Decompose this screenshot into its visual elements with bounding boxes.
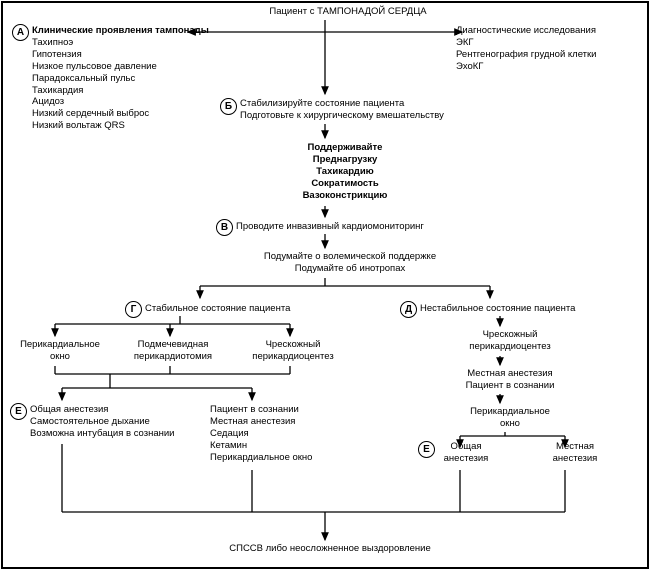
node-maintain: ПоддерживайтеПреднагрузкуТахикардиюСокра… bbox=[270, 142, 420, 201]
node-sub_xiphoid: Подмечевиднаяперикардиотомия bbox=[123, 339, 223, 363]
marker-G_marker: Г bbox=[125, 301, 142, 318]
node-peri_window2: Перикардиальноеокно bbox=[455, 406, 565, 430]
marker-E_marker: Е bbox=[10, 403, 27, 420]
marker-B_marker: Б bbox=[220, 98, 237, 115]
node-A: Клинические проявления тампонады bbox=[32, 25, 232, 37]
node-peri_window: Перикардиальноеокно bbox=[15, 339, 105, 363]
marker-E2_marker: Е bbox=[418, 441, 435, 458]
node-D: Нестабильное состояние пациента bbox=[420, 303, 600, 315]
node-local_an: Местная анестезияПациент в сознании bbox=[455, 368, 565, 392]
node-title: Пациент с ТАМПОНАДОЙ СЕРДЦА bbox=[248, 6, 448, 18]
node-percut: Чрескожныйперикардиоцентез bbox=[243, 339, 343, 363]
node-percut2: Чрескожныйперикардиоцентез bbox=[455, 329, 565, 353]
node-gen_an2: Общаяанестезия bbox=[436, 441, 496, 465]
node-local_an2: Местнаяанестезия bbox=[545, 441, 605, 465]
marker-A_marker: А bbox=[12, 24, 29, 41]
marker-D_marker: Д bbox=[400, 301, 417, 318]
node-outcome: СПССВ либо неосложненное выздоровление bbox=[205, 543, 455, 555]
node-diag: Диагностические исследованияЭКГРентгеног… bbox=[456, 25, 636, 73]
node-G: Стабильное состояние пациента bbox=[145, 303, 315, 315]
marker-V_marker: В bbox=[216, 219, 233, 236]
node-conscious: Пациент в сознанииМестная анестезияСедац… bbox=[210, 404, 330, 463]
node-B: Стабилизируйте состояние пациентаПодгото… bbox=[240, 98, 470, 122]
node-E_list: Самостоятельное дыханиеВозможна интубаци… bbox=[30, 416, 200, 440]
node-think: Подумайте о волемической поддержкеПодума… bbox=[250, 251, 450, 275]
node-V: Проводите инвазивный кардиомониторинг bbox=[236, 221, 466, 233]
node-A_list: ТахипноэГипотензияНизкое пульсовое давле… bbox=[32, 37, 232, 132]
node-E: Общая анестезия bbox=[30, 404, 120, 416]
